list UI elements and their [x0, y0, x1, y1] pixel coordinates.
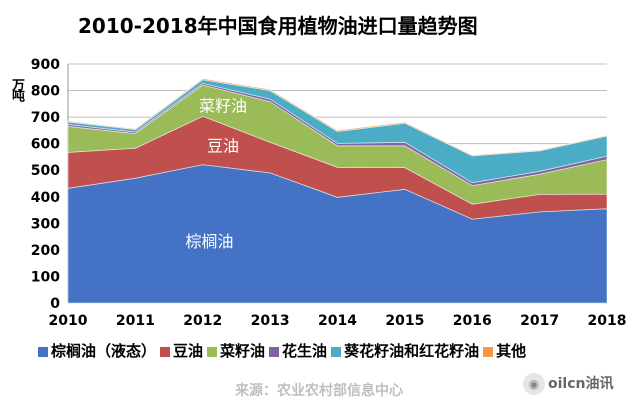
annotation-棕榈油: 棕榈油 [185, 232, 233, 251]
legend-swatch [331, 346, 342, 357]
y-tick-label: 300 [31, 216, 60, 232]
legend-item: 花生油 [269, 340, 327, 361]
legend-item: 其他 [483, 340, 526, 361]
legend-label: 花生油 [282, 342, 328, 360]
legend: 棕榈油（液态） 豆油 菜籽油 花生油 葵花籽油和红花籽油 其他 [0, 340, 640, 361]
y-tick-label: 700 [31, 110, 60, 126]
x-tick-label: 2015 [385, 313, 424, 329]
x-tick-label: 2018 [588, 313, 627, 329]
wechat-icon: ◉ [523, 373, 545, 395]
legend-label: 其他 [496, 342, 527, 360]
x-tick-label: 2013 [251, 313, 290, 329]
area-series [67, 78, 608, 304]
y-tick-label: 400 [31, 190, 60, 206]
legend-swatch [207, 346, 218, 357]
annotation-菜籽油: 菜籽油 [199, 96, 247, 115]
annotation-豆油: 豆油 [207, 137, 239, 156]
chart-title: 2010-2018年中国食用植物油进口量趋势图 [78, 14, 478, 38]
area-其他 [67, 78, 608, 157]
legend-label: 菜籽油 [220, 342, 266, 360]
x-tick-label: 2010 [49, 313, 88, 329]
legend-item: 豆油 [160, 340, 203, 361]
y-tick-label: 100 [31, 269, 60, 285]
x-tick-label: 2016 [453, 313, 492, 329]
legend-swatch [38, 346, 48, 357]
x-tick-label: 2017 [520, 313, 559, 329]
brand-watermark: ◉ oilcn油讯 [523, 373, 613, 395]
y-tick-label: 600 [31, 137, 60, 153]
x-tick-label: 2011 [116, 313, 155, 329]
legend-item: 葵花籽油和红花籽油 [331, 340, 479, 361]
source-note: 来源：农业农村部信息中心 [235, 383, 403, 399]
legend-item: 棕榈油（液态） [38, 340, 156, 361]
x-tick-labels: 2010 2011 2012 2013 2014 2015 2016 2017 2018 [49, 313, 627, 329]
y-tick-label: 500 [31, 163, 60, 179]
y-tick-label: 800 [31, 84, 60, 100]
y-tick-labels: 0 100 200 300 400 500 600 700 800 900 [31, 57, 60, 312]
y-axis-label: 万吨 [9, 78, 24, 100]
legend-swatch [160, 346, 171, 357]
legend-label: 葵花籽油和红花籽油 [344, 342, 480, 360]
y-tick-label: 0 [50, 296, 60, 312]
legend-swatch [269, 346, 280, 357]
y-tick-label: 900 [31, 57, 60, 73]
legend-label: 豆油 [173, 342, 204, 360]
brand-label: oilcn油讯 [548, 376, 614, 392]
legend-swatch [483, 346, 494, 357]
x-tick-label: 2014 [318, 313, 357, 329]
y-tick-label: 200 [31, 243, 60, 259]
x-tick-label: 2012 [183, 313, 222, 329]
legend-label: 棕榈油（液态） [51, 342, 157, 360]
legend-item: 菜籽油 [207, 340, 265, 361]
